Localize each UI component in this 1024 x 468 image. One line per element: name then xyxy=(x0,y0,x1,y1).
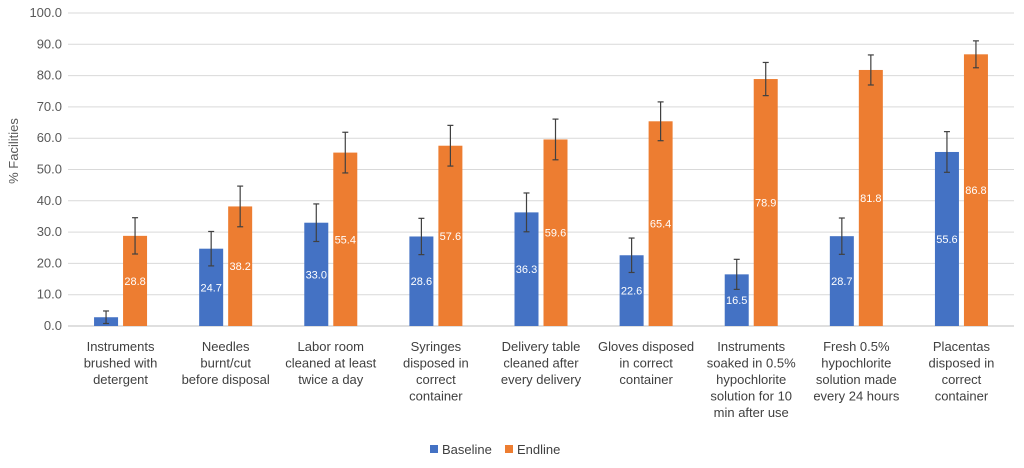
category-label: Placentas xyxy=(933,339,991,354)
category-label: correct xyxy=(942,372,982,387)
category-label: Instruments xyxy=(87,339,155,354)
y-tick-label: 0.0 xyxy=(44,318,62,333)
category-label: min after use xyxy=(714,405,789,420)
category-label: hypochlorite xyxy=(716,372,786,387)
category-label: Syringes xyxy=(411,339,462,354)
y-tick-label: 20.0 xyxy=(37,255,62,270)
data-label: 28.7 xyxy=(831,276,852,288)
category-label: brushed with xyxy=(84,356,158,371)
legend: Baseline Endline xyxy=(430,442,560,457)
category-label: disposed in xyxy=(929,356,995,371)
category-label: Labor room xyxy=(298,339,364,354)
bar-endline xyxy=(438,145,463,326)
data-label: 28.6 xyxy=(411,276,432,288)
category-label: Needles xyxy=(202,339,250,354)
data-label: 24.7 xyxy=(200,282,221,294)
category-label: container xyxy=(619,372,673,387)
bar-endline xyxy=(333,152,358,326)
category-label: container xyxy=(935,389,989,404)
data-label: 22.6 xyxy=(621,286,642,298)
category-label: in correct xyxy=(619,356,673,371)
category-label: disposed in xyxy=(403,356,469,371)
category-label: twice a day xyxy=(298,372,364,387)
data-label: 81.8 xyxy=(860,193,881,205)
category-label: burnt/cut xyxy=(200,356,251,371)
category-label: hypochlorite xyxy=(821,356,891,371)
y-tick-label: 50.0 xyxy=(37,162,62,177)
y-tick-label: 10.0 xyxy=(37,287,62,302)
legend-label: Baseline xyxy=(442,442,492,457)
error-bars xyxy=(103,40,979,325)
y-tick-label: 80.0 xyxy=(37,68,62,83)
data-label: 57.6 xyxy=(440,231,461,243)
data-label: 59.6 xyxy=(545,228,566,240)
category-label: before disposal xyxy=(182,372,270,387)
bars xyxy=(94,54,988,326)
category-label: detergent xyxy=(93,372,148,387)
data-label: 78.9 xyxy=(755,198,776,210)
data-label: 38.2 xyxy=(229,261,250,273)
legend-swatch-baseline xyxy=(430,445,438,453)
data-label: 55.4 xyxy=(335,234,356,246)
category-label: cleaned after xyxy=(503,356,579,371)
category-label: every delivery xyxy=(501,372,582,387)
category-label: solution for 10 xyxy=(710,389,792,404)
y-axis-ticks: 0.0 10.0 20.0 30.0 40.0 50.0 60.0 70.0 80.0 90.0 1… xyxy=(29,5,62,333)
category-label: cleaned at least xyxy=(285,356,376,371)
data-label: 55.6 xyxy=(936,234,957,246)
data-label: 65.4 xyxy=(650,219,671,231)
category-label: solution made xyxy=(816,372,897,387)
data-labels: 28.8 24.7 38.2 33.0 55.4 28.6 57.6 36.3 59.6 22.6… xyxy=(124,185,986,307)
category-label: Gloves disposed xyxy=(598,339,694,354)
data-label: 36.3 xyxy=(516,264,537,276)
legend-label: Endline xyxy=(517,442,560,457)
category-label: Fresh 0.5% xyxy=(823,339,890,354)
bar-endline xyxy=(963,54,988,326)
legend-swatch-endline xyxy=(505,445,513,453)
bar-endline xyxy=(543,139,568,326)
y-axis-label: % Facilities xyxy=(6,118,21,184)
bar-baseline xyxy=(934,151,959,326)
data-label: 16.5 xyxy=(726,295,747,307)
data-label: 28.8 xyxy=(124,276,145,288)
category-label: correct xyxy=(416,372,456,387)
y-tick-label: 60.0 xyxy=(37,130,62,145)
y-tick-label: 70.0 xyxy=(37,99,62,114)
category-label: Instruments xyxy=(717,339,785,354)
y-tick-label: 100.0 xyxy=(29,5,62,20)
y-tick-label: 40.0 xyxy=(37,193,62,208)
y-tick-label: 30.0 xyxy=(37,224,62,239)
bar-endline xyxy=(753,79,778,326)
gridlines xyxy=(68,12,1014,327)
category-label: Delivery table xyxy=(502,339,581,354)
category-label: container xyxy=(409,389,463,404)
bar-endline xyxy=(648,121,673,326)
category-label: soaked in 0.5% xyxy=(707,356,796,371)
bar-endline xyxy=(858,69,883,326)
y-tick-label: 90.0 xyxy=(37,36,62,51)
category-label: every 24 hours xyxy=(813,389,899,404)
data-label: 86.8 xyxy=(965,185,986,197)
data-label: 33.0 xyxy=(306,269,327,281)
